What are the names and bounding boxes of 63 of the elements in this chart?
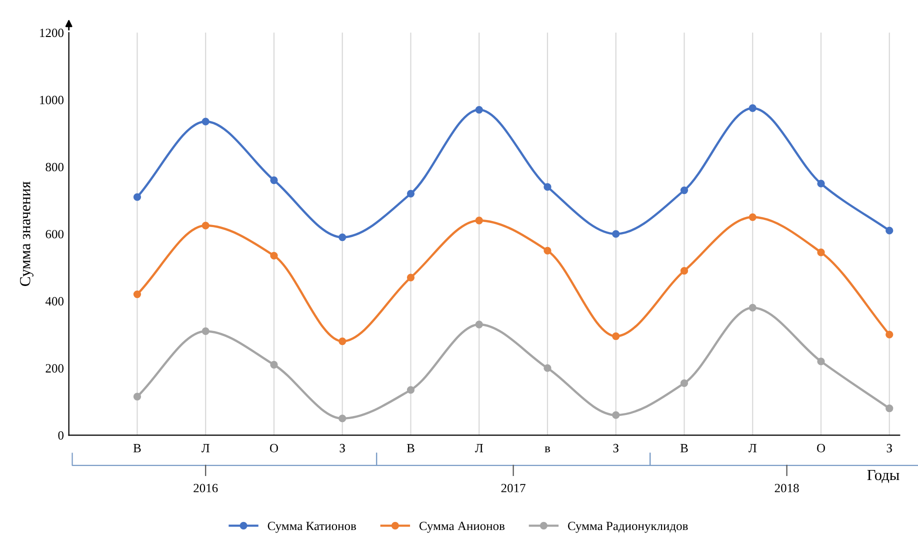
point (612, 332, 620, 340)
y-tick-label: 800 (46, 162, 64, 172)
point (406, 190, 415, 198)
x-tick-label: В (680, 444, 688, 452)
text: 2017 (501, 484, 526, 492)
point (133, 193, 142, 201)
y-tick-label: 1200 (40, 28, 64, 38)
point (202, 327, 210, 336)
text: 2016 (194, 484, 218, 492)
x-tick-label: в (544, 446, 550, 452)
y-tick-label: 400 (45, 297, 64, 306)
x-tick-label: З (613, 444, 618, 452)
point (817, 248, 825, 256)
x-tick-label: Л (201, 444, 210, 452)
point (886, 404, 894, 412)
y-tick-label: 1000 (40, 96, 64, 104)
point (475, 216, 483, 224)
point (680, 186, 688, 194)
point (817, 180, 825, 188)
point (270, 252, 278, 260)
point (544, 183, 552, 191)
text: 2018 (774, 484, 799, 492)
point (133, 290, 142, 298)
point (748, 213, 756, 221)
point (475, 320, 483, 328)
legend-label: Сумма Катионов (268, 522, 356, 533)
point (680, 379, 688, 388)
point (886, 226, 894, 234)
y-tick-label: 200 (46, 364, 64, 373)
x-tick-label: В (133, 444, 141, 452)
point (612, 230, 620, 238)
y-tick-label: 600 (46, 230, 64, 238)
x-tick-label: Л (748, 444, 757, 452)
x-axis-title: Годы (867, 470, 900, 483)
x-tick-label: О (270, 444, 278, 452)
x-tick-label: Л (474, 444, 483, 452)
point (270, 176, 278, 184)
y-axis-title: Сумма значения (20, 182, 34, 286)
point (680, 267, 688, 275)
x-tick-label: В (406, 444, 414, 452)
point (817, 358, 825, 366)
point (338, 337, 346, 346)
point (544, 246, 552, 255)
x-tick-label: О (817, 444, 826, 452)
legend-label: Сумма Радионуклидов (568, 522, 688, 533)
point (133, 392, 142, 400)
point (406, 386, 415, 394)
x-tick-label: З (886, 444, 892, 452)
point (748, 304, 756, 312)
point (886, 330, 894, 338)
point (475, 106, 483, 114)
point (612, 411, 620, 419)
point (202, 222, 210, 230)
point (338, 414, 346, 422)
point (406, 274, 415, 282)
legend-label: Сумма Анионов (419, 522, 505, 533)
point (748, 104, 756, 112)
point (544, 364, 552, 372)
x-tick-label: З (340, 444, 345, 452)
point (270, 360, 278, 369)
point (338, 233, 346, 242)
point (202, 118, 210, 126)
y-tick-label: 0 (58, 431, 64, 440)
